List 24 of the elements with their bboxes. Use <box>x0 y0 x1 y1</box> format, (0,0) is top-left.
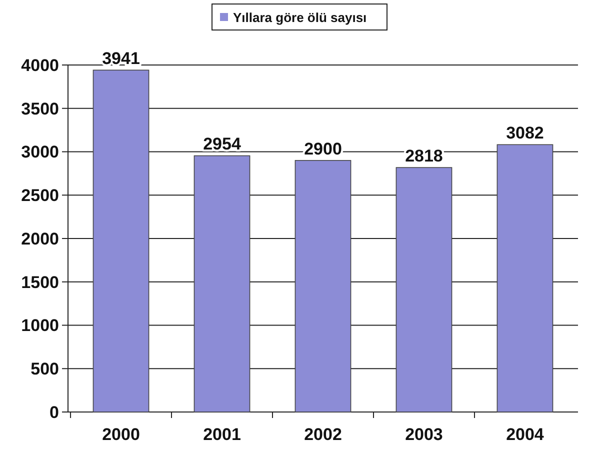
y-tick-label: 2000 <box>21 229 59 248</box>
y-tick-label: 1000 <box>21 316 59 336</box>
bar <box>396 167 452 412</box>
legend-label: Yıllara göre ölü sayısı <box>233 10 367 25</box>
y-tick-label: 3500 <box>21 99 59 118</box>
y-tick-label: 0 <box>50 402 59 422</box>
y-tick-label: 4000 <box>21 56 59 75</box>
bar <box>294 160 352 412</box>
y-tick-label: 2500 <box>21 186 59 206</box>
y-tick-label: 1500 <box>21 272 59 292</box>
data-label: 2818 <box>405 146 443 166</box>
y-tick-label: 500 <box>30 360 59 379</box>
data-label: 3082 <box>506 124 544 143</box>
x-tick-label: 2004 <box>506 425 544 444</box>
data-label: 2954 <box>203 134 242 154</box>
x-tick-label: 2003 <box>405 425 443 444</box>
x-tick-label: 2001 <box>203 425 241 444</box>
x-tick-label: 2002 <box>304 425 342 444</box>
data-label: 3941 <box>102 49 140 68</box>
y-tick-label: 3000 <box>21 142 59 162</box>
x-tick-label: 2000 <box>102 425 140 444</box>
bar <box>496 144 554 412</box>
bar <box>92 70 150 412</box>
bar <box>194 155 250 412</box>
